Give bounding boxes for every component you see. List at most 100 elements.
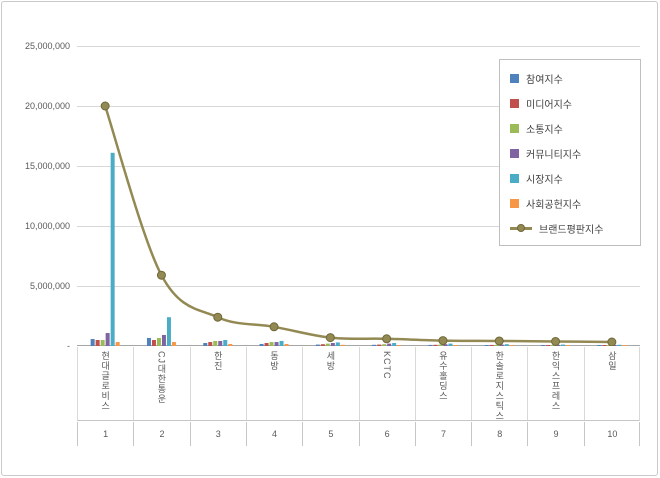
bar-미디어지수: [208, 342, 213, 346]
bar-미디어지수: [546, 345, 551, 346]
category-label-cell: 유수홀딩스: [414, 347, 471, 420]
legend-swatch-icon: [510, 199, 519, 208]
line-marker: [213, 312, 223, 322]
legend-swatch-icon: [510, 74, 519, 83]
bar-커뮤니티지수: [443, 344, 448, 346]
category-label-cell: KCTC: [358, 347, 415, 420]
bar-미디어지수: [377, 344, 382, 346]
bar-소통지수: [156, 337, 161, 346]
bar-참여지수: [90, 339, 95, 346]
bar-미디어지수: [602, 345, 607, 346]
y-tick-label: 10,000,000: [24, 221, 70, 231]
bar-시장지수: [223, 340, 228, 346]
bar-미디어지수: [489, 344, 494, 346]
bar-미디어지수: [151, 340, 156, 346]
category-label: 삼일: [606, 351, 617, 371]
rank-label: 4: [245, 422, 302, 446]
category-label: 유수홀딩스: [437, 351, 448, 401]
category-label-cell: 삼일: [583, 347, 640, 420]
legend-label: 시장지수: [526, 175, 563, 186]
legend-item: 사회공헌지수: [510, 191, 636, 216]
plot-area: [77, 46, 640, 346]
y-tick-label: 5,000,000: [29, 281, 70, 291]
legend-swatch-icon: [510, 99, 519, 108]
bar-소통지수: [494, 344, 499, 346]
y-tick-label: 20,000,000: [24, 101, 70, 111]
bar-참여지수: [372, 344, 377, 346]
line-marker: [607, 337, 617, 346]
category-label: 동방: [269, 351, 280, 371]
bar-시장지수: [561, 344, 566, 346]
category-label-cell: 한익스프레스: [527, 347, 583, 420]
bar-시장지수: [166, 317, 171, 346]
legend-swatch-icon: [510, 149, 519, 158]
line-marker: [494, 336, 504, 346]
legend-swatch-icon: [510, 124, 519, 133]
bar-참여지수: [428, 344, 433, 346]
legend-label: 참여지수: [526, 75, 563, 86]
bar-사회공헌지수: [284, 343, 289, 346]
legend-item: 소통지수: [510, 116, 636, 141]
bar-사회공헌지수: [453, 345, 458, 346]
rank-label: 2: [133, 422, 189, 446]
bar-소통지수: [438, 344, 443, 346]
category-label: 한솔로지스틱스: [494, 351, 505, 421]
bar-사회공헌지수: [228, 343, 233, 346]
bar-사회공헌지수: [340, 344, 345, 346]
category-label-cell: 현대글로비스: [77, 347, 133, 420]
rank-label: 8: [471, 422, 527, 446]
category-label: KCTC: [382, 351, 393, 380]
y-tick-label: 15,000,000: [24, 161, 70, 171]
line-marker: [551, 336, 561, 346]
bar-미디어지수: [433, 344, 438, 346]
category-label: 한진: [212, 351, 223, 371]
category-label-cell: 동방: [245, 347, 302, 420]
category-label: 한익스프레스: [550, 351, 561, 411]
legend: 참여지수 미디어지수 소통지수 커뮤니티지수 시장지수 사회공헌지수 브랜드평판지수: [499, 59, 641, 246]
category-label: CJ대한통운: [156, 351, 167, 404]
rank-label: 3: [189, 422, 246, 446]
y-tick-label: -: [67, 341, 70, 351]
legend-item: 브랜드평판지수: [510, 216, 636, 241]
bar-커뮤니티지수: [105, 333, 110, 346]
category-label: 세방: [325, 351, 336, 371]
rank-axis: 1 2 3 4 5 6 7 8 9 10: [77, 422, 640, 446]
line-marker: [156, 270, 166, 280]
category-axis: 현대글로비스 CJ대한통운 한진 동방 세방 KCTC 유수홀딩스 한솔로지스틱스 한익스프레스…: [77, 347, 640, 421]
bar-사회공헌지수: [622, 345, 627, 346]
bar-참여지수: [259, 343, 264, 346]
bar-시장지수: [504, 344, 509, 346]
legend-item: 미디어지수: [510, 91, 636, 116]
bar-참여지수: [203, 343, 208, 346]
rank-label: 9: [527, 422, 583, 446]
bar-소통지수: [100, 340, 105, 346]
bar-커뮤니티지수: [218, 340, 223, 346]
bar-소통지수: [269, 342, 274, 346]
bar-커뮤니티지수: [274, 342, 279, 346]
bar-미디어지수: [95, 340, 100, 346]
rank-label: 7: [414, 422, 471, 446]
line-marker: [325, 333, 335, 343]
category-label-cell: CJ대한통운: [133, 347, 189, 420]
bar-시장지수: [335, 342, 340, 346]
y-axis: - 5,000,000 10,000,000 15,000,000 20,000,000…: [2, 41, 70, 351]
bar-커뮤니티지수: [330, 343, 335, 346]
bar-커뮤니티지수: [161, 334, 166, 346]
y-tick-label: 25,000,000: [24, 41, 70, 51]
line-marker: [382, 334, 392, 344]
legend-line-dot: [517, 224, 525, 232]
bar-미디어지수: [264, 343, 269, 346]
bar-커뮤니티지수: [556, 344, 561, 346]
rank-label: 10: [583, 422, 640, 446]
line-marker: [269, 322, 279, 332]
bar-시장지수: [279, 340, 284, 346]
bar-사회공헌지수: [115, 342, 120, 346]
bar-미디어지수: [320, 344, 325, 346]
bar-참여지수: [146, 337, 151, 346]
bar-소통지수: [551, 344, 556, 346]
bar-소통지수: [213, 340, 218, 346]
bar-커뮤니티지수: [499, 344, 504, 346]
bar-참여지수: [315, 344, 320, 346]
bar-사회공헌지수: [397, 345, 402, 346]
